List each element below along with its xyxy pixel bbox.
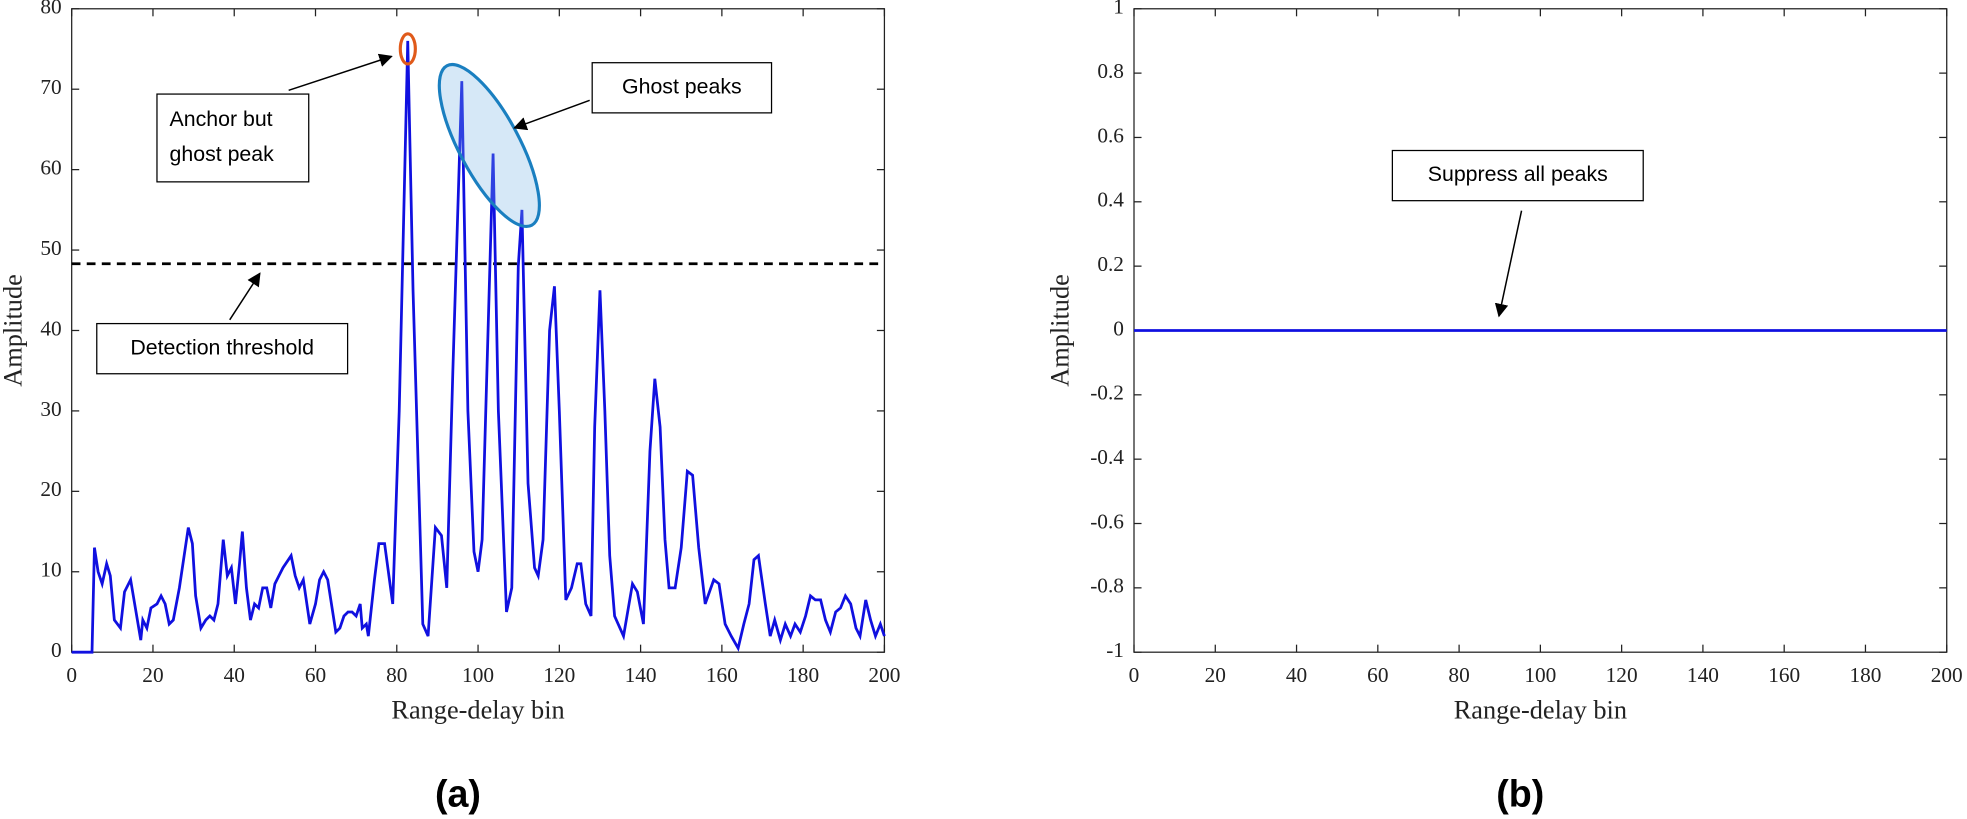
annotation-text: Ghost peaks <box>622 74 742 98</box>
anchor-ellipse <box>398 32 417 66</box>
annotation-box <box>591 62 773 114</box>
y-tick-label: 0.2 <box>1097 252 1124 276</box>
x-tick-label: 100 <box>1524 663 1556 687</box>
data-line <box>71 40 886 654</box>
x-tick-label: 80 <box>1448 663 1469 687</box>
annotation-text: Anchor but <box>170 107 273 131</box>
x-tick-label: 180 <box>787 663 819 687</box>
y-tick-label: 60 <box>40 156 61 180</box>
y-tick-label: 1 <box>1113 0 1124 19</box>
x-axis-label: Range-delay bin <box>391 695 564 724</box>
x-tick-label: 0 <box>66 663 77 687</box>
y-tick-label: 70 <box>40 75 61 99</box>
x-tick-label: 200 <box>1931 663 1963 687</box>
y-tick-label: 0 <box>51 638 62 662</box>
y-tick-label: 30 <box>40 397 61 421</box>
x-tick-label: 180 <box>1849 663 1881 687</box>
annotation-text: Suppress all peaks <box>1428 162 1608 186</box>
y-tick-label: 10 <box>40 558 61 582</box>
y-axis-label: Amplitude <box>1046 274 1075 387</box>
y-tick-label: -0.8 <box>1090 574 1124 598</box>
annotation-arrow <box>229 272 261 321</box>
annotation-text: Detection threshold <box>130 335 314 359</box>
y-tick-label: 0 <box>1113 316 1124 340</box>
x-tick-label: 20 <box>142 663 163 687</box>
y-tick-label: 0.6 <box>1097 123 1124 147</box>
x-tick-label: 80 <box>386 663 407 687</box>
y-axis-label: Amplitude <box>0 274 27 387</box>
y-tick-label: -0.2 <box>1090 381 1124 405</box>
x-axis-label: Range-delay bin <box>1454 695 1627 724</box>
annotation-text: ghost peak <box>170 142 275 166</box>
x-tick-label: 20 <box>1205 663 1226 687</box>
y-tick-label: 80 <box>40 0 61 19</box>
y-tick-label: -0.4 <box>1090 445 1124 469</box>
y-tick-label: 20 <box>40 477 61 501</box>
annotation-box <box>156 93 310 183</box>
x-tick-label: 160 <box>1768 663 1800 687</box>
y-tick-label: -1 <box>1106 638 1124 662</box>
annotation-arrow <box>288 53 393 92</box>
x-tick-label: 100 <box>462 663 494 687</box>
annotation-box <box>96 322 349 375</box>
x-tick-label: 120 <box>1606 663 1638 687</box>
annotation-arrow <box>1494 210 1523 318</box>
x-tick-label: 140 <box>1687 663 1719 687</box>
x-tick-label: 160 <box>706 663 738 687</box>
highlight-ellipse <box>437 62 541 229</box>
x-tick-label: 60 <box>1367 663 1388 687</box>
panel-label: (a) <box>435 772 481 814</box>
y-tick-label: 40 <box>40 316 61 340</box>
x-tick-label: 40 <box>224 663 245 687</box>
y-tick-label: 50 <box>40 236 61 260</box>
panel-label: (b) <box>1496 772 1544 814</box>
x-tick-label: 60 <box>305 663 326 687</box>
x-tick-label: 120 <box>543 663 575 687</box>
x-tick-label: 200 <box>868 663 900 687</box>
annotation-box <box>1391 149 1644 202</box>
annotation-arrow <box>513 99 590 131</box>
x-tick-label: 40 <box>1286 663 1307 687</box>
y-tick-label: -0.6 <box>1090 509 1124 533</box>
x-tick-label: 140 <box>625 663 657 687</box>
x-tick-label: 0 <box>1129 663 1140 687</box>
y-tick-label: 0.8 <box>1097 59 1124 83</box>
y-tick-label: 0.4 <box>1097 188 1124 212</box>
